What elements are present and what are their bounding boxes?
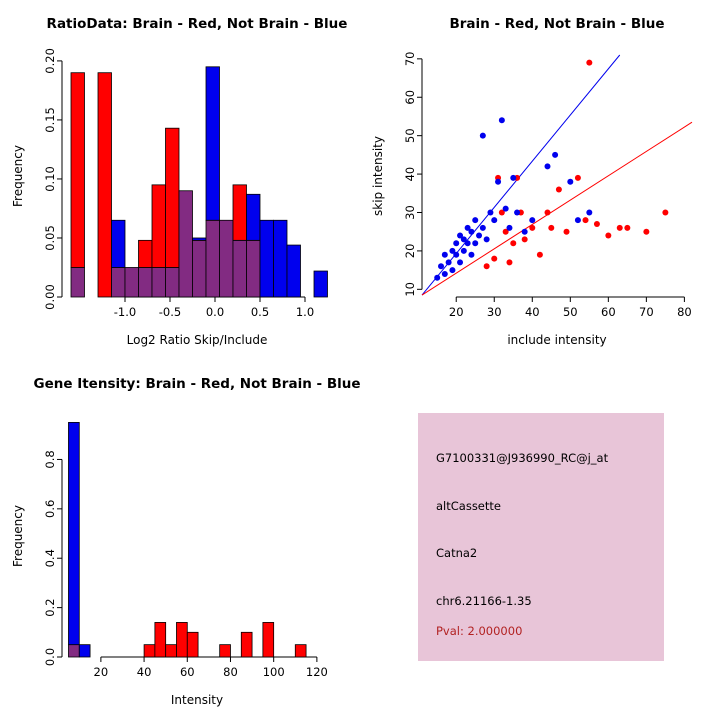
svg-text:0.15: 0.15 [43, 107, 57, 133]
svg-text:120: 120 [306, 665, 328, 679]
probe-id-text: G7100331@J936990_RC@j_at [436, 451, 609, 465]
svg-text:0.6: 0.6 [43, 500, 57, 518]
svg-text:60: 60 [601, 305, 616, 319]
svg-text:70: 70 [639, 305, 654, 319]
svg-text:Frequency: Frequency [11, 505, 25, 567]
intensity-scatter-panel: 20 30 40 50 60 70 80 10 20 30 40 50 60 70 include inte… [360, 0, 720, 360]
gene-info-box: G7100331@J936990_RC@j_at altCassette Cat… [418, 413, 664, 661]
location-text: chr6.21166-1.35 [436, 594, 532, 608]
intensity-scatter-plot: 20 30 40 50 60 70 80 10 20 30 40 50 60 70 include inte… [371, 52, 693, 347]
svg-text:0.8: 0.8 [43, 450, 57, 468]
gene-intensity-histogram-title: Gene Itensity: Brain - Red, Not Brain - … [33, 376, 361, 392]
pval-text: Pval: 2.000000 [436, 624, 523, 638]
svg-text:0.5: 0.5 [251, 305, 269, 319]
svg-text:0.00: 0.00 [43, 284, 57, 310]
svg-text:0.4: 0.4 [43, 549, 57, 567]
svg-text:-1.0: -1.0 [114, 305, 136, 319]
gene-intensity-histogram-panel: 20 40 60 80 100 120 0.0 0.2 0.4 0.6 0.8 Intensity Fr… [0, 360, 361, 720]
svg-text:40: 40 [525, 305, 540, 319]
gene-intensity-histogram-plot: 20 40 60 80 100 120 0.0 0.2 0.4 0.6 0.8 Intensity Fr… [11, 422, 328, 707]
svg-text:10: 10 [403, 282, 417, 297]
gene-info-panel: G7100331@J936990_RC@j_at altCassette Cat… [360, 360, 720, 720]
svg-text:0.10: 0.10 [43, 166, 57, 192]
svg-text:20: 20 [449, 305, 464, 319]
svg-text:0.20: 0.20 [43, 48, 57, 74]
svg-text:0.0: 0.0 [206, 305, 224, 319]
intensity-scatter-title: Brain - Red, Not Brain - Blue [449, 16, 665, 32]
svg-text:50: 50 [403, 128, 417, 143]
ratio-histogram-panel: -1.0 -0.5 0.0 0.5 1.0 0.00 0.05 0.10 0.15 0.20 Log… [0, 0, 360, 360]
svg-text:include intensity: include intensity [507, 333, 606, 347]
svg-text:30: 30 [403, 205, 417, 220]
svg-text:20: 20 [94, 665, 109, 679]
svg-text:0.2: 0.2 [43, 598, 57, 616]
gene-name-text: Catna2 [436, 546, 478, 560]
svg-text:20: 20 [403, 244, 417, 259]
svg-text:80: 80 [677, 305, 692, 319]
svg-text:80: 80 [223, 665, 238, 679]
svg-text:0.0: 0.0 [43, 648, 57, 666]
svg-text:1.0: 1.0 [296, 305, 314, 319]
svg-text:60: 60 [403, 90, 417, 105]
svg-text:100: 100 [263, 665, 285, 679]
ratio-histogram-plot: -1.0 -0.5 0.0 0.5 1.0 0.00 0.05 0.10 0.15 0.20 Log… [11, 48, 328, 347]
svg-text:40: 40 [403, 167, 417, 182]
svg-text:Frequency: Frequency [11, 145, 25, 207]
svg-text:70: 70 [403, 52, 417, 67]
svg-text:30: 30 [487, 305, 502, 319]
svg-text:-0.5: -0.5 [159, 305, 181, 319]
ratio-histogram-title: RatioData: Brain - Red, Not Brain - Blue [46, 16, 348, 32]
svg-text:skip intensity: skip intensity [371, 136, 385, 216]
svg-text:40: 40 [137, 665, 152, 679]
svg-text:50: 50 [563, 305, 578, 319]
svg-text:Intensity: Intensity [171, 693, 223, 707]
svg-text:60: 60 [180, 665, 195, 679]
splice-type-text: altCassette [436, 499, 501, 513]
svg-text:0.05: 0.05 [43, 225, 57, 251]
svg-text:Log2 Ratio Skip/Include: Log2 Ratio Skip/Include [127, 333, 268, 347]
